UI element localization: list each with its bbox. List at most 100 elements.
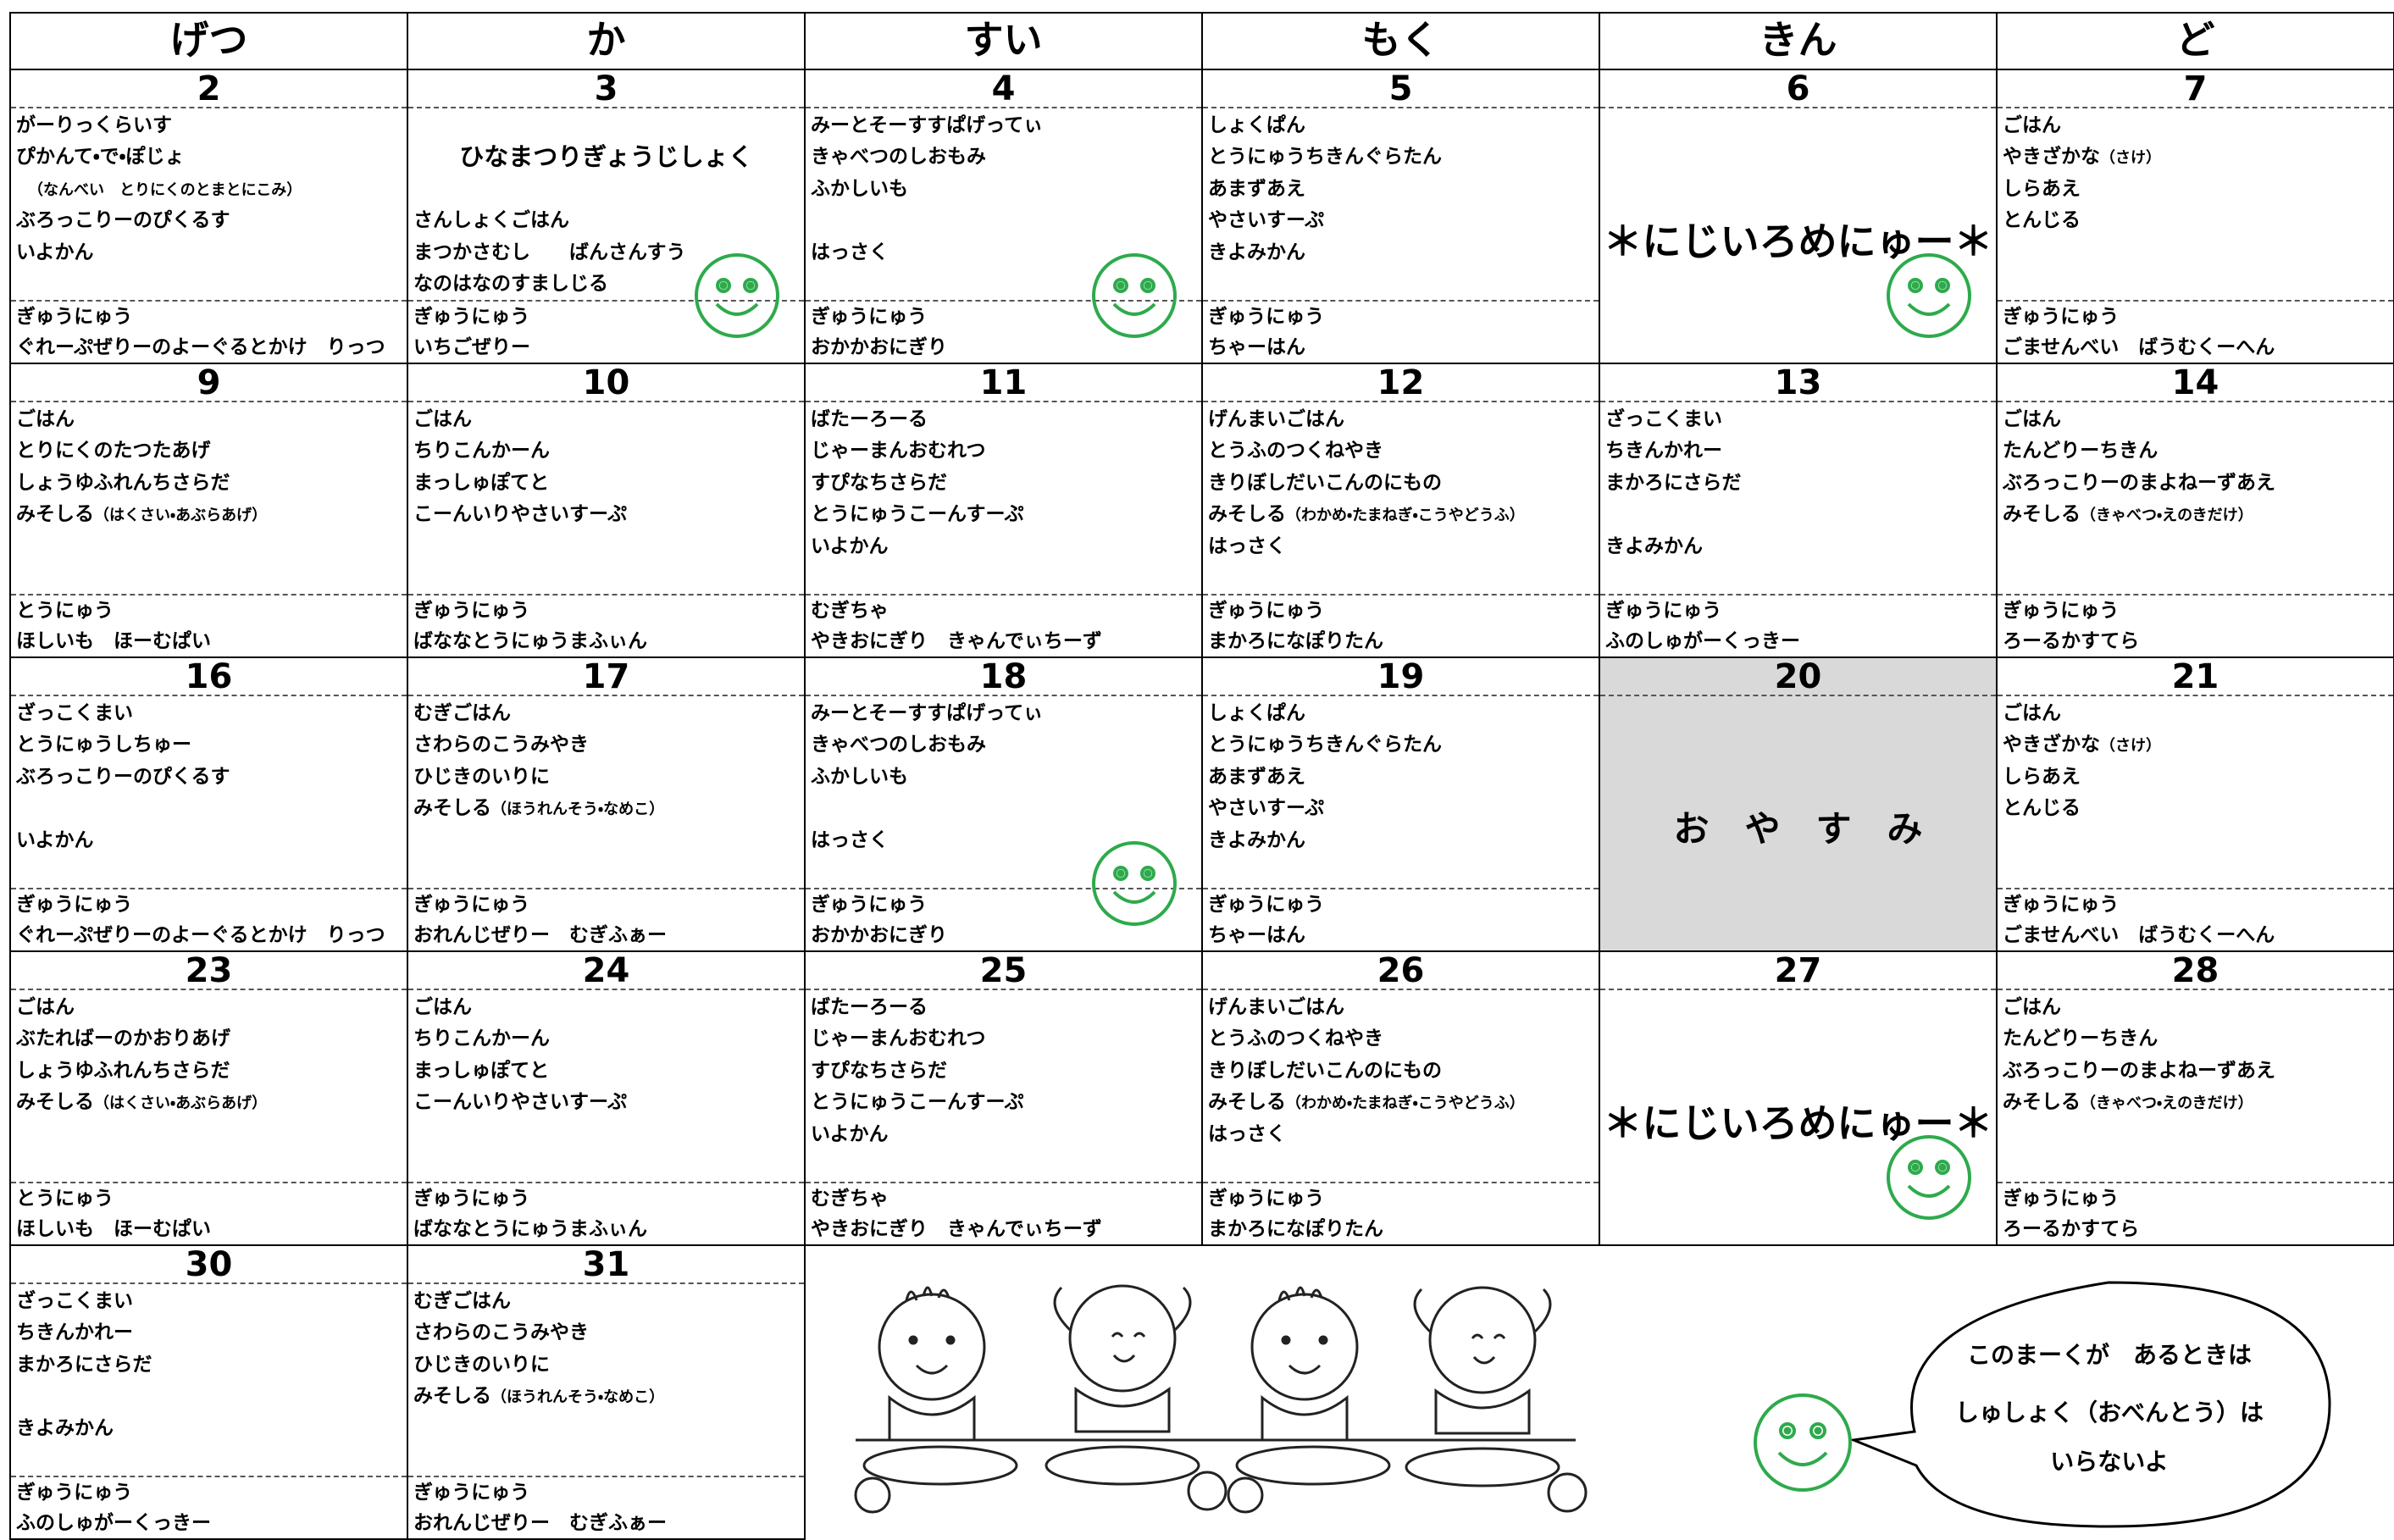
menu-item: ぶろっこりーのまよねーずあえ (2003, 1059, 2275, 1082)
snack-item: まかろになぽりたん (1208, 630, 1383, 652)
snack-item: やきおにぎり きゃんでぃちーず (811, 630, 1102, 652)
lunch-menu: ごはん ぶたればーのかおりあげ しょうゆふれんちさらだ みそしる（はくさい・あぶらあげ… (16, 992, 403, 1119)
snack-menu: ぎゅうにゅう ばななとうにゅうまふぃん (408, 1182, 804, 1244)
menu-item: みそしる（きゃべつ・えのきだけ） (2003, 1091, 2253, 1114)
snack-menu: ぎゅうにゅう ちゃーはん (1203, 300, 1599, 363)
menu-item: ごはん (2003, 408, 2061, 430)
menu-item: はっさく (1208, 1122, 1286, 1145)
lunch-menu: むぎごはん さわらのこうみやき ひじきのいりに みそしる（ほうれんそう・なめこ） (413, 698, 801, 825)
menu-item: こーんいりやさいすーぷ (413, 503, 628, 526)
snack-item: ぎゅうにゅう (2003, 894, 2120, 916)
menu-item: とんじる (2003, 209, 2081, 232)
snack-menu: ぎゅうにゅう ふのしゅがーくっきー (11, 1476, 407, 1538)
menu-note: （さけ） (2100, 737, 2161, 756)
date: 12 (1203, 364, 1599, 402)
snack-item: ぎゅうにゅう (413, 306, 530, 328)
lunch-menu: げんまいごはん とうふのつくねやき きりぼしだいこんのにもの みそしる（わかめ・たまね… (1208, 404, 1595, 562)
menu-item: きよみかん (1605, 535, 1703, 557)
event-title: ひなまつりぎょうじしょく (459, 142, 753, 171)
date: 16 (11, 658, 407, 696)
day-header: か (407, 12, 806, 70)
menu-item: とうふのつくねやき (1208, 440, 1383, 463)
menu-item: たんどりーちきん (2003, 440, 2158, 463)
menu-item: ざっこくまい (16, 702, 133, 724)
snack-menu: ぎゅうにゅう ばななとうにゅうまふぃん (408, 594, 804, 656)
menu-item: みそしる（はくさい・あぶらあげ） (16, 503, 268, 526)
lunch-menu: ごはん とりにくのたつたあげ しょうゆふれんちさらだ みそしる（はくさい・あぶらあげ） (16, 404, 403, 531)
menu-item: きよみかん (1208, 828, 1305, 851)
snack-item: ばななとうにゅうまふぃん (413, 1218, 647, 1240)
menu-item: さわらのこうみやき (413, 734, 589, 756)
menu-item: ざっこくまい (16, 1290, 133, 1312)
menu-item: じゃーまんおむれつ (811, 1028, 986, 1050)
note-line: しゅしょく（おべんとう）は (1954, 1399, 2264, 1426)
day-header: きん (1599, 12, 1998, 70)
snack-item: ぎゅうにゅう (811, 894, 928, 916)
menu-item: すぴなちさらだ (811, 471, 947, 494)
menu-item: ごはん (413, 996, 472, 1018)
day-cell: 5 しょくぱん とうにゅうちきんぐらたん あまずあえ やさいすーぷ きよみかん ぎゅうにゅう… (1201, 69, 1600, 364)
lunch-menu: ごはん やきざかな（さけ） しらあえ とんじる (2003, 698, 2390, 825)
day-cell: 23 ごはん ぶたればーのかおりあげ しょうゆふれんちさらだ みそしる（はくさい・あぶら… (9, 950, 408, 1246)
date: 30 (11, 1246, 407, 1284)
date: 19 (1203, 658, 1599, 696)
menu-item (413, 174, 801, 205)
day-cell: 7 ごはん やきざかな（さけ） しらあえ とんじる ぎゅうにゅう ごませんべい ばうむくーへ… (1996, 69, 2394, 364)
date: 27 (1600, 952, 1996, 990)
snack-menu: ぎゅうにゅう おれんじぜりー むぎふぁー (408, 888, 804, 950)
snack-menu: ぎゅうにゅう ごませんべい ばうむくーへん (1998, 888, 2393, 950)
date: 23 (11, 952, 407, 990)
day-cell: 11 ばたーろーる じゃーまんおむれつ すぴなちさらだ とうにゅうこーんすーぷ いよかんむ… (804, 363, 1203, 658)
menu-item: きよみかん (16, 1416, 114, 1439)
menu-item: いよかん (811, 1122, 889, 1145)
date: 2 (11, 70, 407, 108)
snack-item: ちゃーはん (1208, 924, 1305, 946)
lunch-menu: ごはんたんどりーちきんぶろっこりーのまよねーずあえ みそしる（きゃべつ・えのきだけ… (2003, 992, 2390, 1119)
snack-item: とうにゅう (16, 1188, 114, 1210)
menu-item: みそしる（ほうれんそう・なめこ） (413, 797, 665, 820)
date: 20 (1600, 658, 1996, 696)
menu-item: ちりこんかーん (413, 1028, 550, 1050)
menu-item: ぶたればーのかおりあげ (16, 1028, 230, 1050)
menu-item: とうにゅうこーんすーぷ (811, 1091, 1024, 1114)
lunch-menu: みーとそーすすぱげってぃ きゃべつのしおもみ ふかしいも はっさく (811, 110, 1198, 269)
menu-item: まっしゅぽてと (413, 471, 550, 494)
menu-item: きよみかん (1208, 241, 1305, 263)
menu-item: ごはん (2003, 996, 2061, 1018)
day-cell: 4 みーとそーすすぱげってぃ きゃべつのしおもみ ふかしいも はっさく ぎゅうにゅう おかか… (804, 69, 1203, 364)
day-header: ど (1996, 12, 2394, 70)
day-cell: 16 ざっこくまい とうにゅうしちゅー ぶろっこりーのぴくるす いよかん ぎゅうにゅう ぐれ… (9, 656, 408, 952)
menu-item: ふかしいも (811, 765, 908, 788)
menu-item: ごはん (2003, 114, 2061, 136)
snack-item: ぎゅうにゅう (1208, 600, 1325, 622)
snack-item: ぎゅうにゅう (2003, 600, 2120, 622)
lunch-menu: しょくぱん とうにゅうちきんぐらたん あまずあえ やさいすーぷ きよみかん (1208, 110, 1595, 269)
snack-item: ぎゅうにゅう (1208, 894, 1325, 916)
snack-item: ぎゅうにゅう (16, 1482, 133, 1504)
menu-note: （きゃべつ・えのきだけ） (2081, 507, 2253, 525)
menu-item: やきざかな（さけ） (2003, 734, 2161, 756)
menu-item: はっさく (811, 241, 889, 263)
snack-item: おかかおにぎり (811, 336, 947, 358)
menu-item: まっしゅぽてと (413, 1059, 550, 1082)
menu-item: あまずあえ (1208, 765, 1305, 788)
menu-item: ちきんかれー (16, 1321, 133, 1344)
date: 6 (1600, 70, 1996, 108)
menu-item (1605, 499, 1992, 530)
lunch-menu: ごはん ちりこんかーん まっしゅぽてと こーんいりやさいすーぷ (413, 992, 801, 1119)
menu-item: すぴなちさらだ (811, 1059, 947, 1082)
menu-item: （なんべい とりにくのとまとにこみ） (16, 174, 403, 205)
menu-item: やさいすーぷ (1208, 797, 1325, 820)
menu-item: なのはなのすましじる (413, 272, 608, 295)
snack-item: ぎゅうにゅう (413, 1482, 530, 1504)
snack-item: ほしいも ほーむぱい (16, 630, 211, 652)
date: 7 (1998, 70, 2393, 108)
snack-item: ほしいも ほーむぱい (16, 1218, 211, 1240)
note-line: このまーくが あるときは (1966, 1341, 2252, 1369)
snack-item: ぎゅうにゅう (413, 894, 530, 916)
day-cell: 24 ごはん ちりこんかーん まっしゅぽてと こーんいりやさいすーぷ ぎゅうにゅう ばななと… (407, 950, 806, 1246)
menu-item: きゃべつのしおもみ (811, 734, 986, 756)
menu-item: たんどりーちきん (2003, 1028, 2158, 1050)
snack-item: おかかおにぎり (811, 924, 947, 946)
